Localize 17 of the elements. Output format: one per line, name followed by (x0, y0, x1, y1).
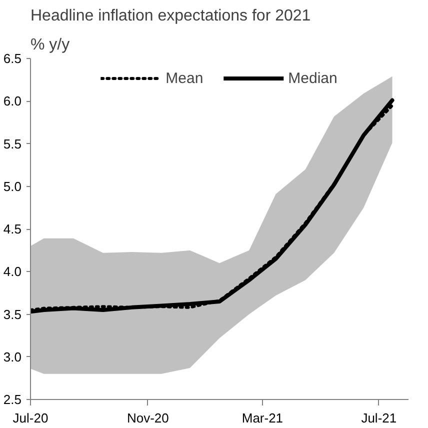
y-tick-label: 5.0 (3, 178, 22, 194)
x-tick-label: Mar-21 (242, 410, 284, 426)
x-tick-label: Nov-20 (126, 410, 169, 426)
y-tick-label: 4.5 (3, 222, 22, 236)
y-tick-label: 6.5 (3, 51, 22, 66)
x-tick-label: Jul-20 (12, 410, 48, 426)
y-tick-label: 4.0 (3, 264, 22, 280)
chart-title: Headline inflation expectations for 2021 (30, 8, 311, 24)
y-tick-label: 3.5 (3, 306, 22, 322)
legend-label: Mean (166, 70, 204, 86)
y-tick-label: 6.0 (3, 94, 22, 109)
x-tick-label: Jul-21 (361, 410, 397, 426)
y-tick-label: 2.5 (3, 392, 22, 407)
y-tick-label: 3.0 (3, 349, 22, 364)
y-tick-label: 5.5 (3, 136, 22, 152)
chart-subtitle: % y/y (30, 36, 70, 54)
legend-label: Median (288, 70, 338, 86)
